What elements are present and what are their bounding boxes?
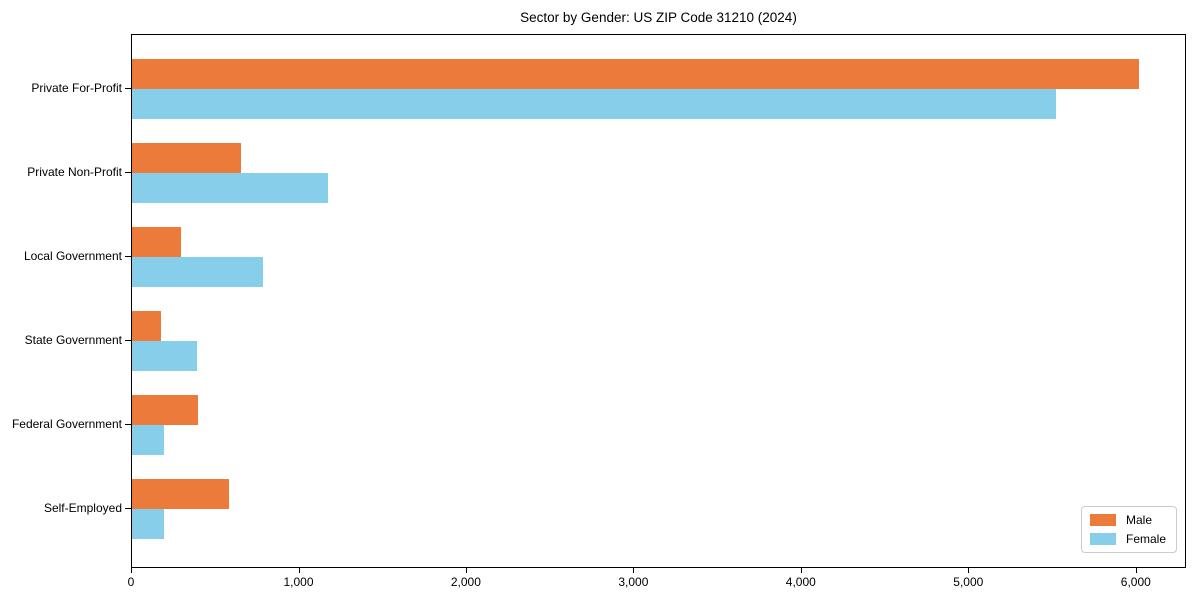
legend-label-male: Male (1125, 513, 1152, 527)
bar-female-federal-government (132, 425, 164, 455)
x-tick-mark (131, 568, 132, 573)
bar-female-private-for-profit (132, 89, 1057, 119)
y-tick-mark (125, 172, 131, 173)
x-tick-label-6-000: 6,000 (1120, 575, 1151, 589)
chart-title: Sector by Gender: US ZIP Code 31210 (202… (520, 10, 797, 25)
legend-row-male: Male (1089, 513, 1166, 527)
y-tick-mark (125, 424, 131, 425)
y-tick-mark (125, 88, 131, 89)
x-tick-label-4-000: 4,000 (785, 575, 816, 589)
legend-swatch-male (1089, 514, 1116, 526)
y-tick-mark (125, 256, 131, 257)
x-tick-label-0: 0 (127, 575, 135, 589)
plot-area: Male Female (131, 34, 1186, 568)
legend: Male Female (1080, 506, 1177, 553)
legend-swatch-female (1089, 533, 1116, 545)
y-tick-mark (125, 508, 131, 509)
bar-female-self-employed (132, 509, 164, 539)
x-tick-mark (1135, 568, 1137, 573)
bar-male-local-government (132, 227, 181, 257)
bar-male-self-employed (132, 479, 230, 509)
y-tick-label-self-employed: Self-Employed (43, 501, 122, 515)
x-tick-mark (968, 568, 970, 573)
bar-male-private-for-profit (132, 59, 1140, 89)
x-tick-label-1-000: 1,000 (283, 575, 314, 589)
y-tick-label-private-non-profit: Private Non-Profit (27, 165, 122, 179)
y-tick-label-private-for-profit: Private For-Profit (31, 81, 122, 95)
legend-label-female: Female (1125, 532, 1166, 546)
bar-male-private-non-profit (132, 143, 241, 173)
bar-female-local-government (132, 257, 263, 287)
x-tick-label-5-000: 5,000 (953, 575, 984, 589)
y-tick-mark (125, 340, 131, 341)
bar-female-state-government (132, 341, 198, 371)
bar-male-federal-government (132, 395, 199, 425)
x-tick-mark (465, 568, 467, 573)
x-tick-mark (800, 568, 802, 573)
x-tick-label-3-000: 3,000 (618, 575, 649, 589)
legend-row-female: Female (1089, 532, 1166, 546)
x-tick-label-2-000: 2,000 (450, 575, 481, 589)
bars-layer (132, 35, 1185, 567)
y-tick-label-state-government: State Government (24, 333, 122, 347)
x-tick-mark (633, 568, 635, 573)
x-tick-mark (298, 568, 300, 573)
bar-male-state-government (132, 311, 161, 341)
y-tick-label-federal-government: Federal Government (11, 417, 122, 431)
bar-female-private-non-profit (132, 173, 328, 203)
y-tick-label-local-government: Local Government (23, 249, 122, 263)
